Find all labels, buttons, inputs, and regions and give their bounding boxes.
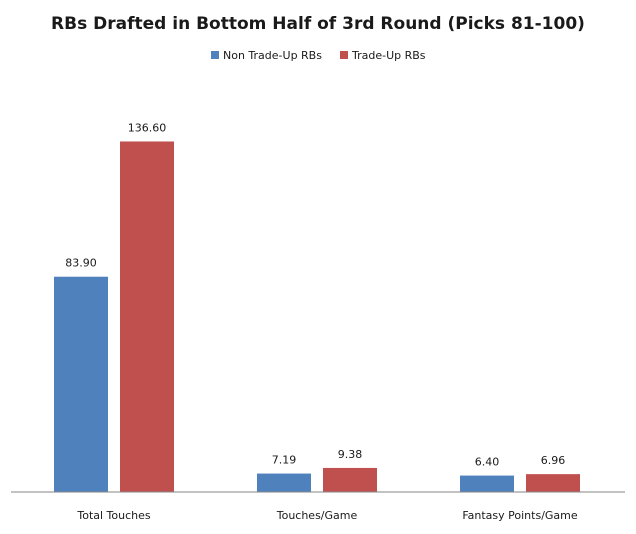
bar-non-trade-up-touches-per-game <box>257 473 311 492</box>
legend-label-trade-up: Trade-Up RBs <box>351 49 426 62</box>
x-tick-label-touches-per-game: Touches/Game <box>276 509 358 522</box>
bar-non-trade-up-total-touches <box>54 276 108 492</box>
chart-title: RBs Drafted in Bottom Half of 3rd Round … <box>51 14 585 34</box>
bar-trade-up-touches-per-game <box>323 467 377 492</box>
legend-label-non-trade-up: Non Trade-Up RBs <box>223 49 322 62</box>
data-label-trade-up-total-touches: 136.60 <box>128 121 167 134</box>
legend-swatch-trade-up <box>340 51 348 59</box>
bars-group <box>54 141 580 492</box>
bar-non-trade-up-fantasy-points-per-game <box>460 475 514 492</box>
data-label-non-trade-up-total-touches: 83.90 <box>65 257 97 270</box>
data-label-non-trade-up-fantasy-points-per-game: 6.40 <box>475 456 500 469</box>
x-axis-tick-labels: Total Touches Touches/Game Fantasy Point… <box>76 509 578 522</box>
legend: Non Trade-Up RBs Trade-Up RBs <box>211 49 426 62</box>
data-labels-group: 83.90 7.19 6.40 136.60 9.38 6.96 <box>65 121 565 468</box>
bar-trade-up-total-touches <box>120 141 174 492</box>
x-tick-label-total-touches: Total Touches <box>76 509 151 522</box>
bar-trade-up-fantasy-points-per-game <box>526 474 580 492</box>
data-label-trade-up-touches-per-game: 9.38 <box>338 448 363 461</box>
data-label-trade-up-fantasy-points-per-game: 6.96 <box>541 454 566 467</box>
x-tick-label-fantasy-points-per-game: Fantasy Points/Game <box>462 509 578 522</box>
data-label-non-trade-up-touches-per-game: 7.19 <box>272 454 297 467</box>
legend-swatch-non-trade-up <box>211 51 219 59</box>
